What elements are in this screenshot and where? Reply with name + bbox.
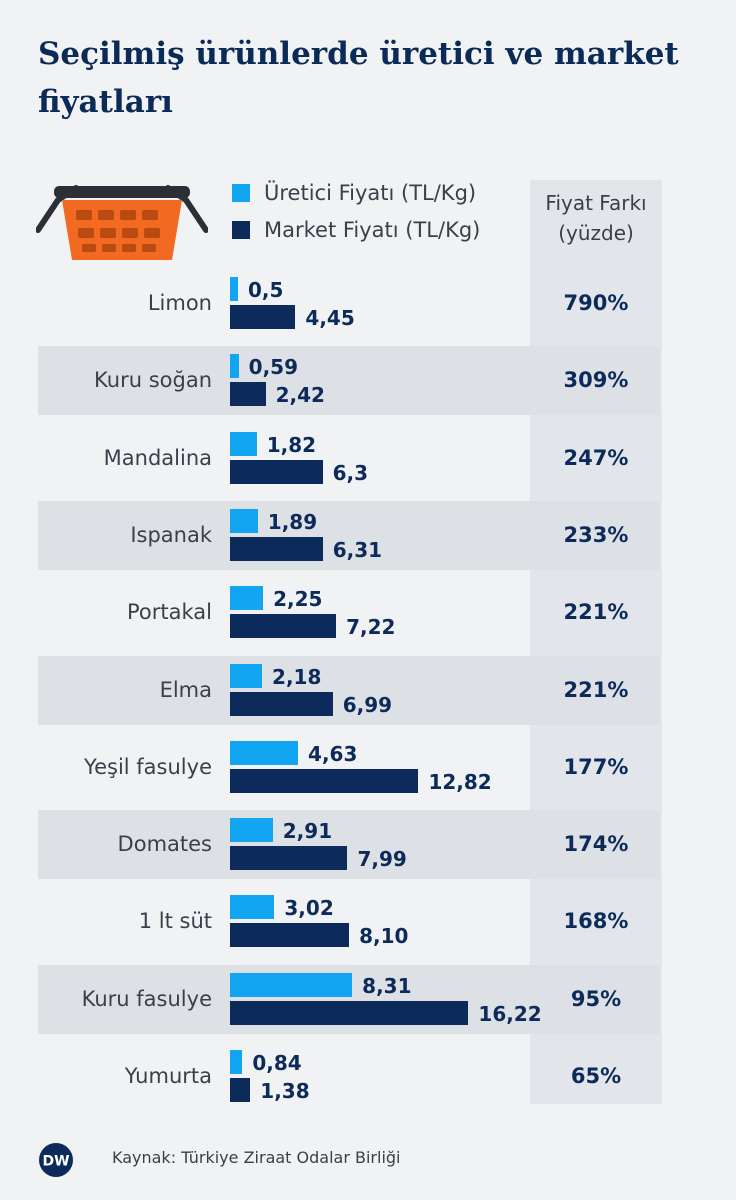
producer-price-label: 0,59 [248,355,299,380]
market-price-bar [230,846,348,871]
legend-item-producer: Üretici Fiyatı (TL/Kg) [232,180,476,206]
row-band [38,810,660,880]
price-difference-value: 95% [570,986,622,1011]
producer-price-bar [230,740,299,765]
legend-label-producer: Üretici Fiyatı (TL/Kg) [264,181,477,205]
producer-price-bar [230,972,353,997]
producer-price-bar [230,818,273,843]
price-difference-value: 221% [563,600,629,625]
legend-swatch-producer [232,184,250,202]
price-difference-column [530,180,662,1104]
market-price-bar [230,305,296,329]
producer-price-bar [230,586,264,611]
producer-price-bar [230,508,258,533]
market-price-bar [230,1000,469,1025]
svg-text:DW: DW [42,1154,69,1170]
price-difference-value: 168% [563,909,629,934]
price-difference-value: 221% [563,677,629,702]
price-difference-header-line1: Fiyat Farkı [545,191,647,215]
category-label: Ispanak [130,522,212,547]
market-price-label: 16,22 [478,1001,542,1026]
price-difference-value: 790% [563,291,629,315]
producer-price-label: 0,5 [248,278,284,302]
category-label: Limon [147,291,212,315]
market-price-label: 8,10 [359,924,409,949]
producer-price-label: 1,82 [266,432,317,457]
row-band [38,500,660,570]
price-difference-value: 177% [563,754,629,779]
category-label: 1 lt süt [138,909,212,934]
market-price-bar [230,768,419,793]
category-label: Kuru fasulye [81,986,212,1011]
producer-price-label: 2,25 [273,587,323,612]
producer-price-label: 0,84 [252,1051,302,1075]
market-price-bar [230,382,266,407]
price-difference-value: 309% [563,368,629,393]
producer-price-bar [230,277,238,301]
producer-price-bar [230,1050,243,1074]
row-band [38,655,660,725]
price-difference-value: 65% [570,1064,622,1088]
market-price-label: 12,82 [428,769,492,794]
price-difference-value: 174% [563,832,629,857]
market-price-label: 2,42 [275,383,325,408]
category-label: Mandalina [103,445,212,470]
producer-price-label: 8,31 [362,973,412,998]
price-difference-value: 247% [563,445,629,470]
market-price-label: 1,38 [260,1079,310,1103]
price-difference-header: Fiyat Farkı (yüzde) [530,188,662,248]
category-label: Yeşil fasulye [84,754,212,779]
shopping-basket-icon [36,185,208,260]
chart-title: Seçilmiş ürünlerde üretici ve market fiy… [38,36,679,120]
market-price-bar [230,614,337,639]
price-difference-header-line2: (yüzde) [558,221,634,245]
market-price-bar [230,691,333,716]
category-label: Kuru soğan [94,368,212,393]
producer-price-label: 4,63 [308,741,358,766]
market-price-bar [230,459,323,484]
producer-price-label: 3,02 [284,896,334,921]
legend-swatch-market [232,221,250,239]
market-price-label: 6,99 [342,692,393,717]
market-price-label: 4,45 [305,306,355,330]
producer-price-bar [230,663,263,688]
market-price-bar [230,1078,251,1102]
market-price-label: 6,3 [332,460,369,485]
category-label: Yumurta [124,1064,212,1088]
category-label: Domates [117,832,212,857]
producer-price-bar [230,354,239,379]
producer-price-bar [230,431,257,456]
source-note: Kaynak: Türkiye Ziraat Odalar Birliği [112,1148,401,1167]
producer-price-label: 1,89 [267,509,318,534]
market-price-label: 7,99 [357,847,407,872]
market-price-bar [230,923,350,948]
market-price-label: 7,22 [346,615,396,640]
dw-logo-icon: DW [39,1143,73,1177]
producer-price-bar [230,895,275,920]
producer-price-label: 2,18 [272,664,322,689]
producer-price-label: 2,91 [282,819,333,844]
market-price-label: 6,31 [332,537,383,562]
price-difference-value: 233% [563,522,629,547]
category-label: Elma [159,677,212,702]
row-band [38,346,660,416]
legend-item-market: Market Fiyatı (TL/Kg) [232,217,480,243]
market-price-bar [230,536,323,561]
category-label: Portakal [127,600,212,625]
legend-label-market: Market Fiyatı (TL/Kg) [264,218,481,242]
